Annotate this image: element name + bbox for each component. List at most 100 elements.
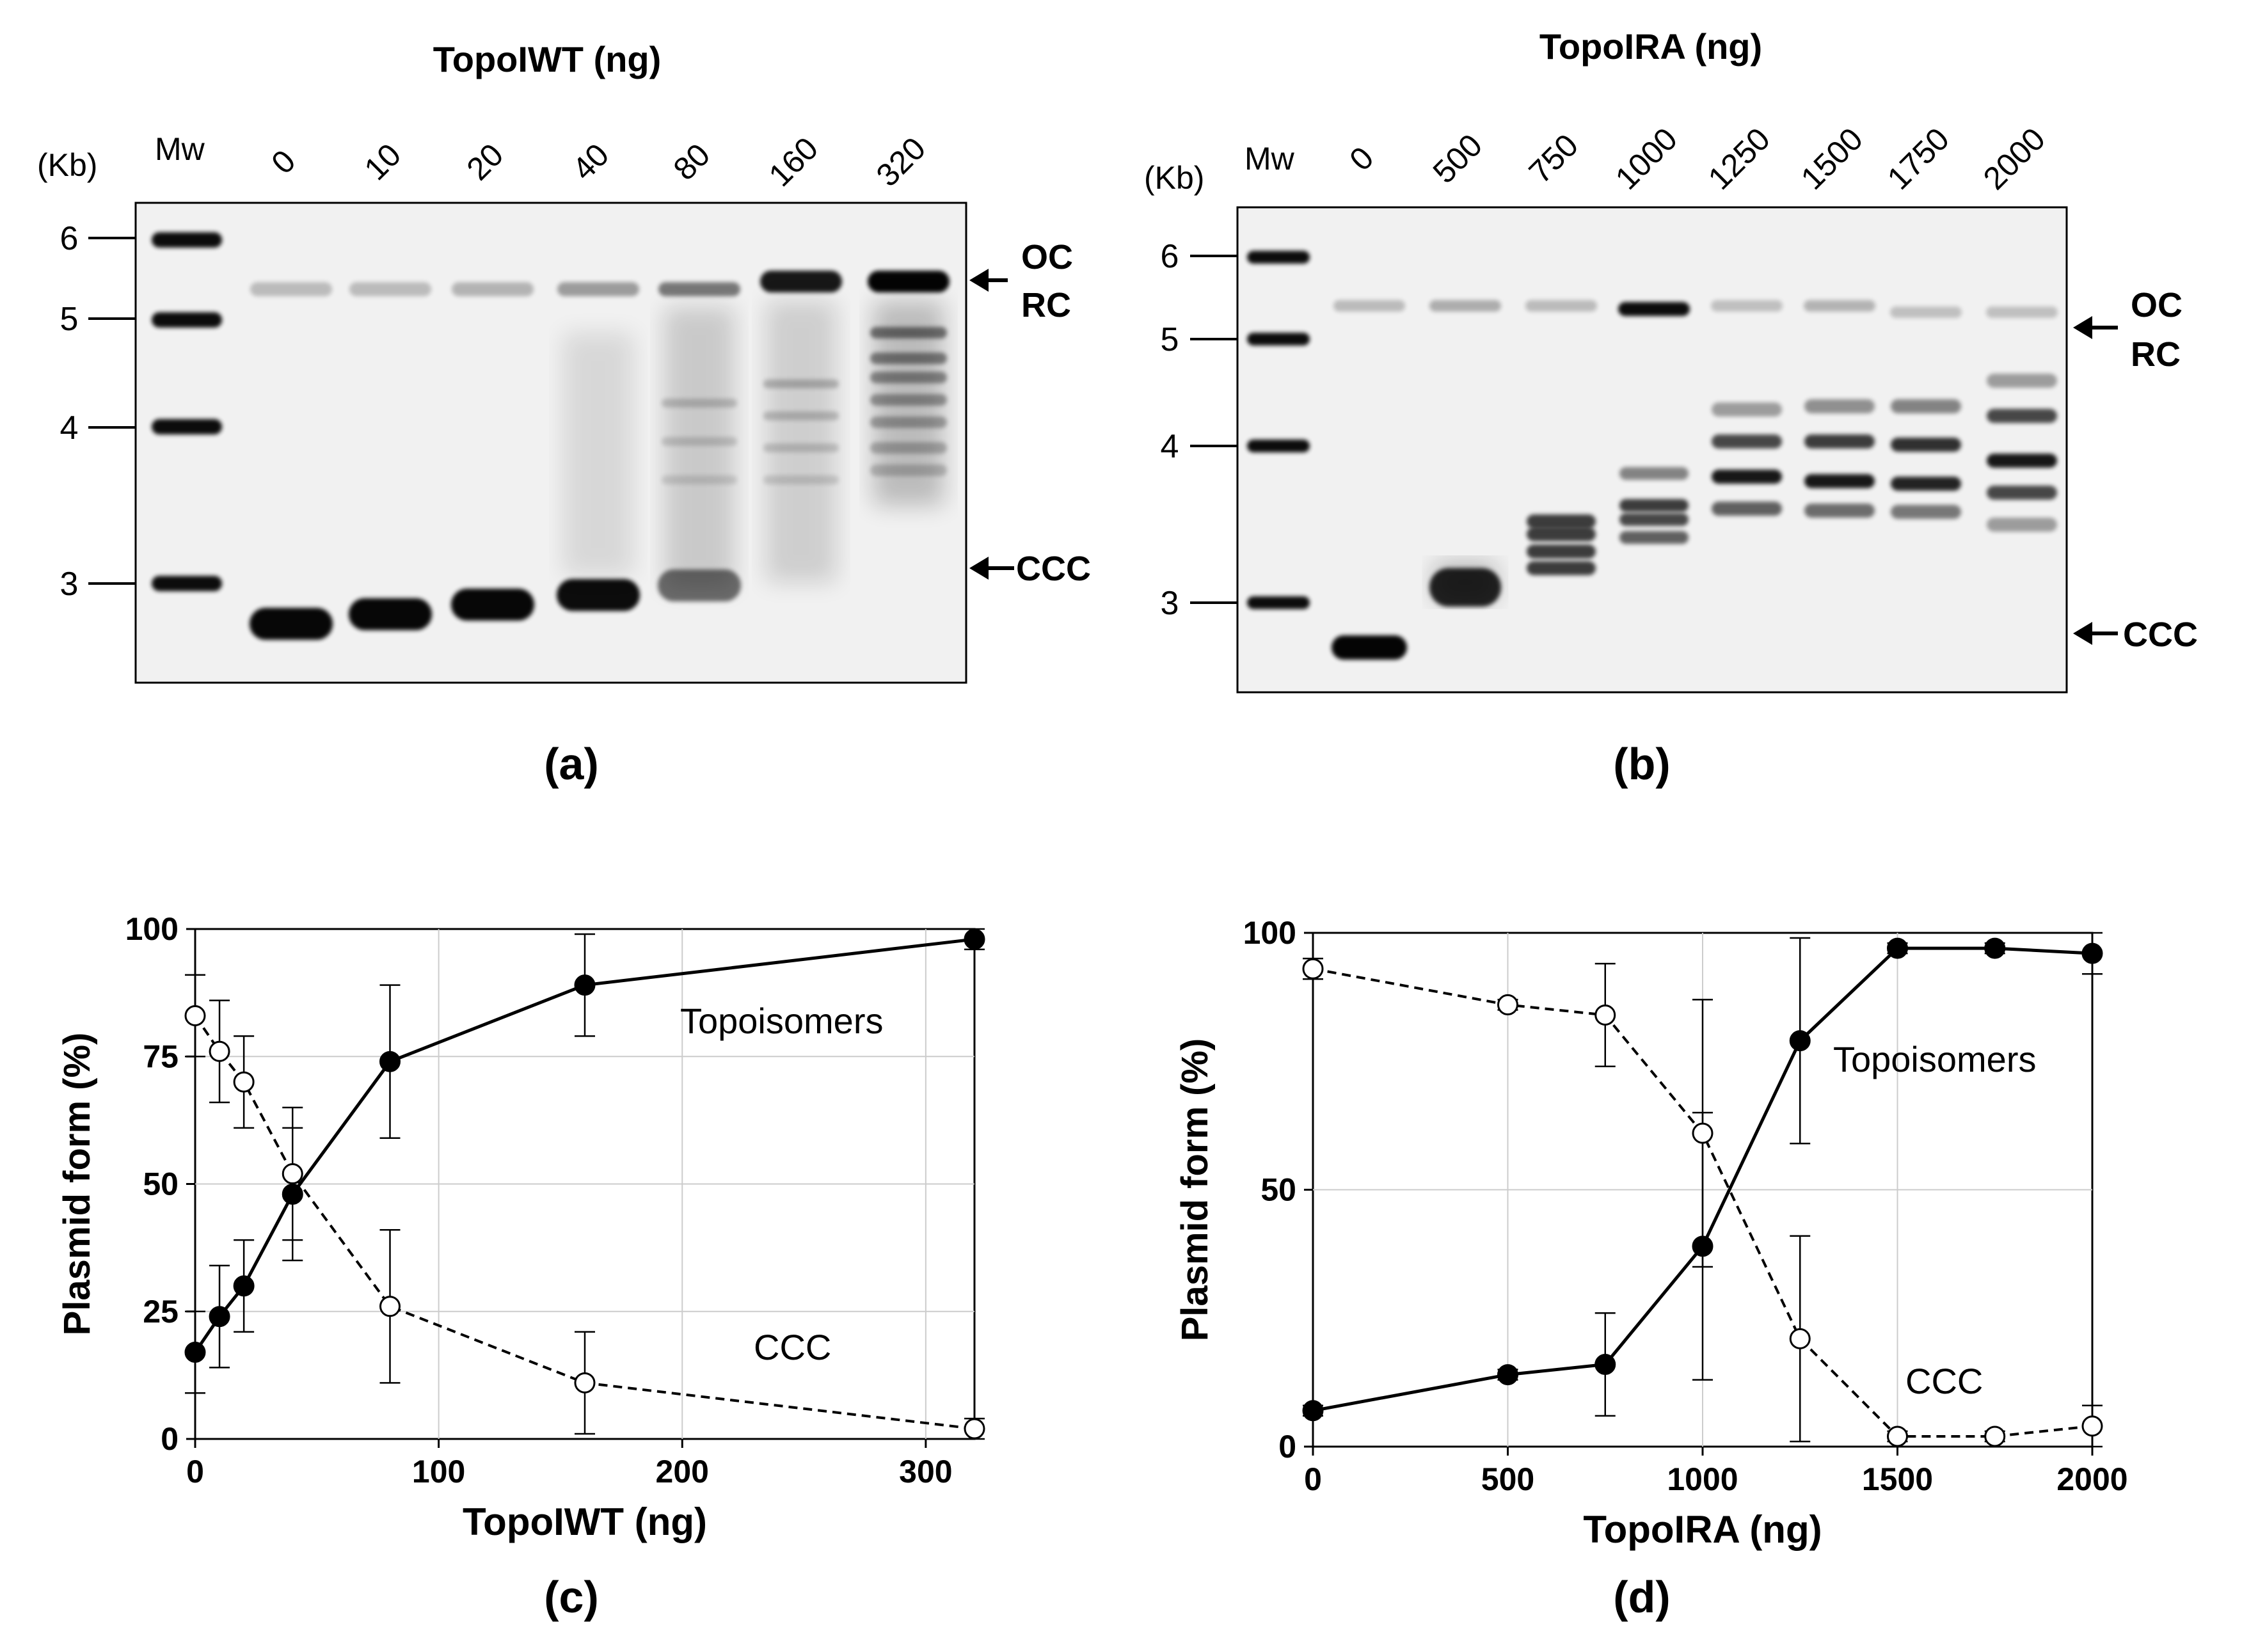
gel-lane-label: 40	[566, 137, 616, 187]
gel-size-tick-label: 4	[1161, 428, 1179, 465]
gel-band	[763, 443, 839, 452]
y-tick-label: 50	[1260, 1172, 1296, 1208]
y-tick-label: 100	[125, 911, 179, 947]
chart-c: 0 25 50 75 100 0 100 200 300 TopoIWT (ng) Plasmid …	[56, 911, 985, 1622]
chart-panel-label: (d)	[1613, 1572, 1670, 1622]
gel-band	[763, 475, 839, 484]
ccc-point	[574, 1372, 596, 1394]
ccc-point	[233, 1071, 255, 1093]
gel-smear	[563, 333, 633, 576]
gel-band	[557, 579, 640, 611]
topoisomers-point	[379, 1051, 401, 1072]
gel-lane-label: 500	[1426, 127, 1490, 191]
gel-size-tick-label: 6	[60, 220, 79, 257]
gel-a-lane-labels: 0 10 20 40 80 160 320	[264, 131, 932, 194]
gel-b-oc-label: OC	[2131, 286, 2182, 324]
topoisomers-point	[1887, 937, 1908, 959]
gel-band	[1712, 470, 1782, 484]
topoisomers-point	[233, 1275, 255, 1297]
gel-size-tick-label: 6	[1161, 238, 1179, 275]
gel-band	[557, 282, 639, 296]
gel-band	[152, 312, 222, 328]
x-axis-title: TopoIWT (ng)	[463, 1500, 707, 1543]
gel-band	[1804, 504, 1875, 518]
gel-a-oc-label: OC	[1021, 238, 1073, 276]
gel-b-unit-label: (Kb)	[1144, 160, 1204, 196]
gel-band	[250, 608, 333, 640]
x-tick-label: 500	[1481, 1461, 1534, 1497]
ccc-point	[379, 1296, 401, 1317]
gel-band	[1619, 467, 1689, 480]
gel-band	[1333, 300, 1405, 312]
gel-band	[152, 576, 222, 591]
series-label-ccc: CCC	[754, 1327, 831, 1367]
y-axis-title: Plasmid form (%)	[1174, 1038, 1216, 1342]
gel-a-panel: TopoIWT (ng) (Kb) Mw 0 10 20 40 80 160 320 6 5 4…	[37, 39, 1091, 789]
gel-smear	[766, 301, 836, 582]
gel-size-tick-label: 5	[60, 301, 79, 338]
gel-band	[451, 589, 534, 621]
gel-band	[1987, 518, 2057, 532]
topoisomers-point	[1497, 1364, 1518, 1386]
series-label-topoisomers: Topoisomers	[680, 1001, 883, 1041]
gel-lane-label: 750	[1522, 127, 1586, 191]
gel-band	[1804, 300, 1875, 312]
gel-band	[1618, 302, 1690, 316]
y-tick-label: 75	[143, 1038, 179, 1074]
gel-band	[870, 394, 947, 406]
y-tick-label: 0	[161, 1421, 179, 1457]
y-tick-label: 100	[1243, 915, 1296, 951]
gel-size-tick-label: 5	[1161, 321, 1179, 358]
gel-lane-label: 2000	[1976, 121, 2052, 196]
gel-band	[870, 327, 947, 338]
gel-band	[452, 282, 534, 296]
gel-band	[1527, 514, 1596, 528]
gel-a-ccc-arrow	[969, 557, 1014, 580]
ccc-point	[209, 1040, 230, 1062]
gel-lane-label: 20	[460, 137, 511, 187]
gel-b-rc-label: RC	[2131, 335, 2181, 374]
ccc-point	[1789, 1328, 1811, 1349]
topoisomers-point	[1594, 1354, 1616, 1376]
ccc-point	[282, 1163, 303, 1185]
x-tick-label: 0	[186, 1454, 204, 1489]
ccc-point	[2081, 1415, 2103, 1437]
ccc-point	[964, 1418, 985, 1440]
gel-band	[349, 598, 432, 630]
gel-band	[1891, 477, 1961, 491]
gel-lane-label: 10	[358, 137, 408, 187]
gel-b-mw-label: Mw	[1244, 141, 1295, 177]
gel-lane-label: 80	[667, 137, 717, 187]
ccc-line	[1312, 967, 2093, 1438]
gel-band	[152, 232, 222, 248]
gel-band	[1247, 333, 1310, 345]
topoisomers-point	[1984, 937, 2006, 959]
gel-band	[1712, 502, 1782, 516]
gel-b-lane-labels: 0 500 750 1000 1250 1500 1750 2000	[1342, 121, 2052, 196]
gel-band	[1891, 438, 1961, 452]
x-tick-label: 100	[412, 1454, 465, 1489]
gel-band	[662, 437, 737, 446]
gel-band	[870, 442, 947, 454]
gel-a-panel-label: (a)	[544, 739, 599, 789]
gel-band	[1712, 402, 1782, 417]
gel-smear	[664, 307, 735, 589]
gel-band	[662, 399, 737, 408]
gel-band	[658, 282, 740, 296]
gel-a-ccc-label: CCC	[1016, 550, 1091, 588]
gel-band	[1527, 544, 1596, 559]
gel-band	[349, 282, 431, 296]
gel-lane-label: 320	[870, 131, 933, 194]
topoisomers-point	[1302, 1400, 1324, 1422]
series-label-topoisomers: Topoisomers	[1833, 1039, 2036, 1079]
gel-b-panel-label: (b)	[1613, 739, 1670, 789]
gel-smear	[1435, 563, 1496, 601]
gel-band	[1891, 505, 1961, 519]
gel-size-tick-label: 4	[60, 409, 79, 447]
gel-band	[1987, 454, 2057, 468]
x-tick-label: 2000	[2056, 1461, 2127, 1497]
gel-band	[1525, 300, 1597, 312]
gel-band	[152, 419, 222, 434]
gel-band	[1619, 499, 1689, 512]
gel-band	[763, 379, 839, 388]
